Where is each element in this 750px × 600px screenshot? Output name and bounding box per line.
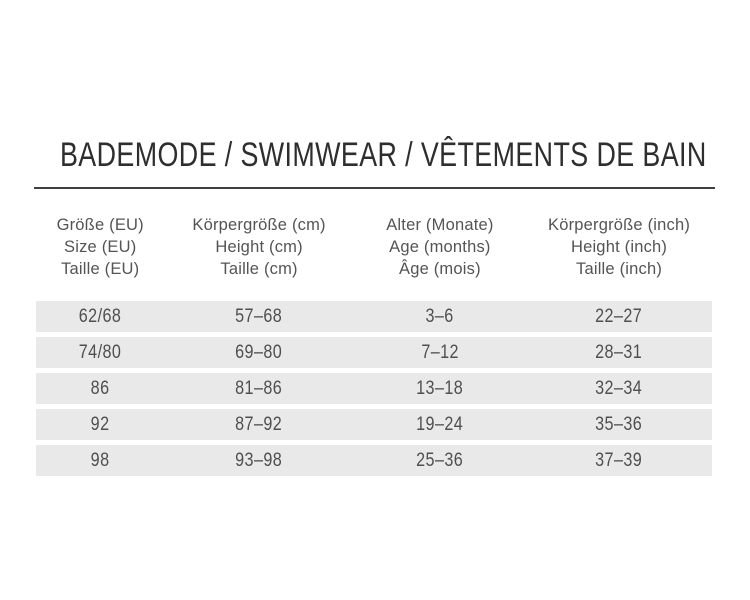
table-row: 92 87–92 19–24 35–36 [36,409,712,440]
table-row: 62/68 57–68 3–6 22–27 [36,301,712,332]
header-line-fr: Âge (mois) [399,260,481,278]
table-row: 86 81–86 13–18 32–34 [36,373,712,404]
size-eu-cell: 98 [36,445,164,476]
size-eu-cell: 74/80 [36,337,164,368]
height-cm-cell: 93–98 [164,445,353,476]
cell-value: 74/80 [78,342,122,363]
table-header-row: Größe (EU) Size (EU) Taille (EU) Körperg… [36,214,712,280]
header-line-de: Größe (EU) [56,216,144,234]
height-cm-cell: 87–92 [164,409,353,440]
cell-value: 37–39 [595,450,643,471]
cell-value: 22–27 [595,306,643,327]
header-line-en: Height (inch) [570,238,668,256]
cell-value: 32–34 [595,378,643,399]
header-line-de: Alter (Monate) [386,216,494,234]
age-months-cell: 3–6 [354,301,526,332]
age-months-cell: 13–18 [354,373,526,404]
cell-value: 13–18 [416,378,464,399]
cell-value: 28–31 [595,342,643,363]
header-line-en: Height (cm) [215,238,303,256]
cell-value: 92 [90,414,110,435]
cell-value: 35–36 [595,414,643,435]
header-line-fr: Taille (EU) [61,260,140,278]
column-header-height-inch: Körpergröße (inch) Height (inch) Taille … [526,214,712,280]
header-line-de: Körpergröße (cm) [192,216,326,234]
cell-value: 69–80 [235,342,283,363]
age-months-cell: 19–24 [354,409,526,440]
cell-value: 98 [90,450,110,471]
size-chart-title: BADEMODE / SWIMWEAR / VÊTEMENTS DE BAIN [60,136,707,174]
column-header-size-eu: Größe (EU) Size (EU) Taille (EU) [36,214,164,280]
header-line-fr: Taille (inch) [576,260,663,278]
height-cm-cell: 69–80 [164,337,353,368]
height-inch-cell: 37–39 [526,445,712,476]
table-body: 62/68 57–68 3–6 22–27 74/80 69–80 7–12 2… [36,301,712,481]
table-row: 98 93–98 25–36 37–39 [36,445,712,476]
cell-value: 57–68 [235,306,283,327]
header-line-fr: Taille (cm) [220,260,298,278]
size-eu-cell: 62/68 [36,301,164,332]
table-row: 74/80 69–80 7–12 28–31 [36,337,712,368]
age-months-cell: 25–36 [354,445,526,476]
height-inch-cell: 28–31 [526,337,712,368]
cell-value: 93–98 [235,450,283,471]
size-eu-cell: 92 [36,409,164,440]
header-line-de: Körpergröße (inch) [547,216,691,234]
column-header-age-months: Alter (Monate) Age (months) Âge (mois) [354,214,526,280]
header-line-en: Size (EU) [64,238,137,256]
column-header-height-cm: Körpergröße (cm) Height (cm) Taille (cm) [164,214,353,280]
height-inch-cell: 35–36 [526,409,712,440]
cell-value: 62/68 [78,306,122,327]
cell-value: 3–6 [425,306,454,327]
height-inch-cell: 22–27 [526,301,712,332]
cell-value: 86 [90,378,110,399]
cell-value: 19–24 [416,414,464,435]
height-inch-cell: 32–34 [526,373,712,404]
cell-value: 7–12 [421,342,459,363]
cell-value: 87–92 [235,414,283,435]
cell-value: 25–36 [416,450,464,471]
title-divider [34,187,715,189]
size-eu-cell: 86 [36,373,164,404]
height-cm-cell: 57–68 [164,301,353,332]
age-months-cell: 7–12 [354,337,526,368]
header-line-en: Age (months) [389,238,491,256]
cell-value: 81–86 [235,378,283,399]
height-cm-cell: 81–86 [164,373,353,404]
